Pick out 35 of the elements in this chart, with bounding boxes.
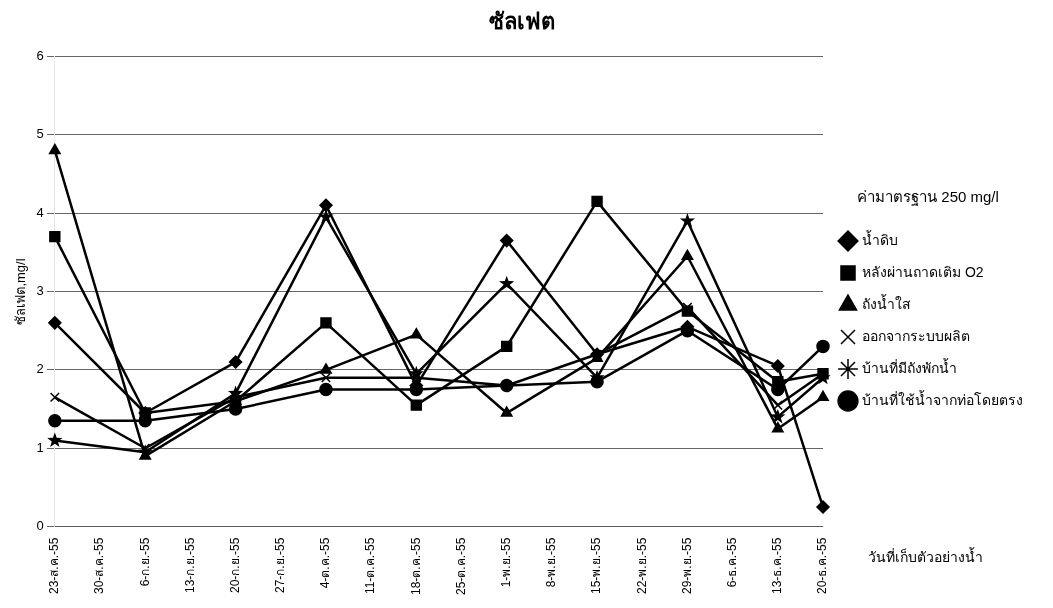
y-tick-label: 1 xyxy=(36,439,44,455)
x-tick-label: 20-ธ.ค.-55 xyxy=(815,537,830,594)
legend-label: ออกจากระบบผลิต xyxy=(862,327,970,344)
y-tick-label: 5 xyxy=(36,126,44,142)
x-tick-label: 22-พ.ย.-55 xyxy=(634,537,649,594)
x-tick-label: 8-พ.ย.-55 xyxy=(544,537,559,588)
legend-label: บ้านที่ใช้น้ำจากท่อโดยตรง xyxy=(862,389,1023,408)
legend-label: ถังน้ำใส xyxy=(862,293,911,312)
legend-label: น้ำดิบ xyxy=(862,229,898,248)
legend-label: บ้านที่มีถังพักน้ำ xyxy=(862,357,957,376)
x-tick-label: 6-ธ.ค.-55 xyxy=(724,537,739,588)
x-tick-label: 6-ก.ย.-55 xyxy=(137,537,152,587)
x-tick-label: 25-ต.ค.-55 xyxy=(453,537,468,595)
chart-title: ซัลเฟต xyxy=(488,8,555,34)
y-axis-title: ซัลเฟต,mg/l xyxy=(13,258,29,325)
legend-label: หลังผ่านถาดเติม O2 xyxy=(862,263,984,280)
x-tick-label: 30-ส.ค.-55 xyxy=(92,537,107,594)
x-tick-label: 13-ก.ย.-55 xyxy=(182,537,197,593)
x-tick-label: 29-พ.ย.-55 xyxy=(679,537,694,594)
x-tick-label: 15-พ.ย.-55 xyxy=(589,537,604,594)
legend-title: ค่ามาตรฐาน 250 mg/l xyxy=(857,187,999,206)
x-tick-label: 13-ธ.ค.-55 xyxy=(770,537,785,594)
y-tick-label: 4 xyxy=(36,204,44,220)
x-tick-label: 1-พ.ย.-55 xyxy=(499,537,514,588)
x-tick-label: 11-ต.ค.-55 xyxy=(363,537,378,595)
y-tick-label: 6 xyxy=(36,47,44,63)
x-tick-label: 4-ต.ค.-55 xyxy=(318,537,333,589)
x-tick-label: 18-ต.ค.-55 xyxy=(408,537,423,595)
x-tick-label: 20-ก.ย.-55 xyxy=(227,537,242,593)
y-tick-label: 3 xyxy=(36,283,44,299)
x-tick-label: 23-ส.ค.-55 xyxy=(47,537,62,594)
x-tick-label: 27-ก.ย.-55 xyxy=(273,537,288,593)
x-axis-title: วันที่เก็บตัวอย่างน้ำ xyxy=(868,546,983,567)
y-tick-label: 0 xyxy=(36,518,44,534)
y-tick-label: 2 xyxy=(36,361,44,377)
